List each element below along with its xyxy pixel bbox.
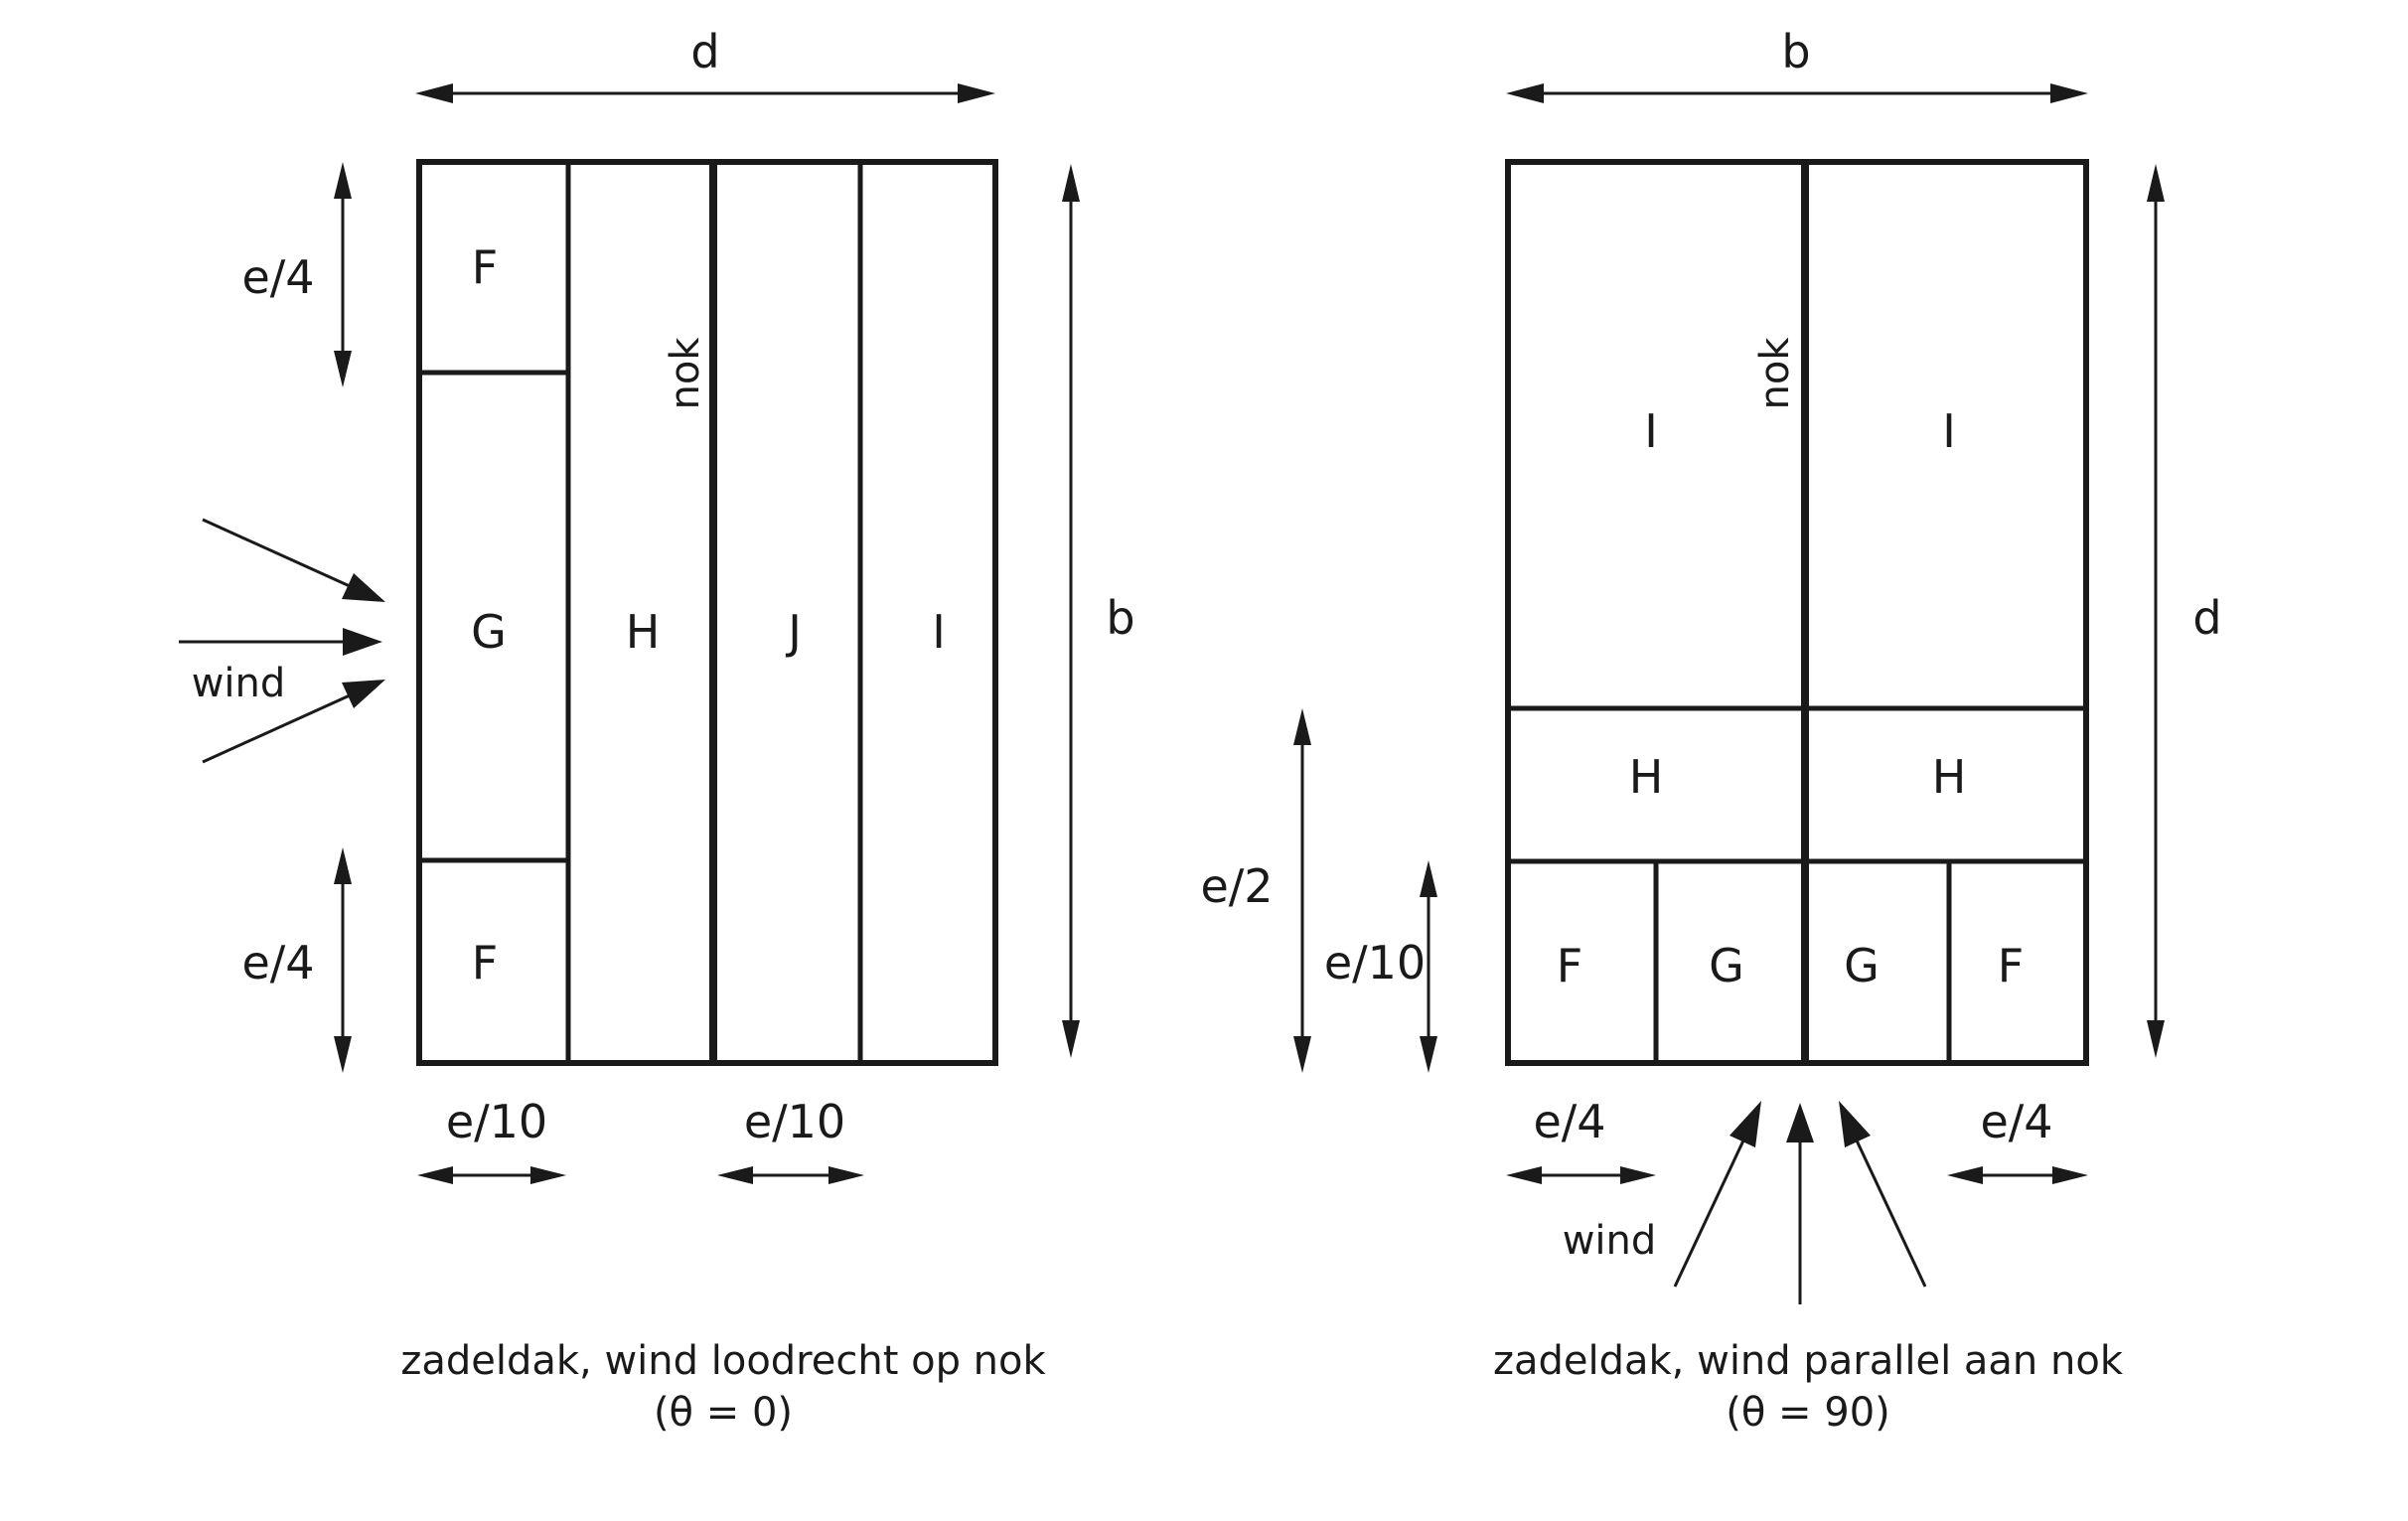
right-dim-e4-right-label: e/4 [1980,1095,2052,1148]
left-caption-line1: zadeldak, wind loodrecht op nok [400,1338,1046,1384]
left-dim-e4-top-label: e/4 [241,250,314,304]
left-zone-j: J [785,605,802,659]
right-zone-g-left: G [1709,939,1744,992]
right-dim-d-label: d [2192,591,2221,645]
right-zone-h-left: H [1629,750,1664,804]
right-dim-e10-label: e/10 [1324,936,1426,989]
right-dim-b-label: b [1781,25,1810,78]
right-dim-e10-arrow [1420,860,1437,1073]
right-zone-i-left: I [1644,404,1658,458]
right-dim-e4-right-arrow [1947,1166,2088,1184]
right-dim-e4-left-label: e/4 [1533,1095,1605,1148]
right-dim-e4-left-arrow [1506,1166,1656,1184]
right-dim-e2-arrow [1293,708,1311,1073]
left-dim-e10-1-arrow [417,1166,566,1184]
left-dim-d-arrow [415,83,995,103]
left-dim-d-label: d [690,25,719,78]
left-diagram: d F G F H J I nok e/4 e/4 [179,25,1135,1436]
left-roof-outline [416,159,998,1066]
left-zone-i: I [932,605,946,659]
right-caption-line2: (θ = 90) [1726,1390,1890,1436]
left-dim-e4-bottom-label: e/4 [241,936,314,989]
left-zone-h: H [626,605,661,659]
right-dim-e2-label: e/2 [1200,859,1273,913]
right-diagram: b I I H H F G G F nok d e/2 [1200,25,2221,1436]
left-zone-f-bottom: F [472,936,498,989]
left-wind-label: wind [192,661,286,706]
left-zone-f-top: F [472,240,498,294]
right-zone-h-right: H [1932,750,1967,804]
right-dim-d-arrow [2147,164,2165,1058]
left-dim-e10-2-label: e/10 [744,1095,845,1148]
left-dim-b-arrow [1062,164,1080,1058]
right-zone-g-right: G [1844,939,1880,992]
right-zone-f-left: F [1557,939,1582,992]
left-zone-g: G [471,605,507,659]
left-caption-line2: (θ = 0) [654,1390,793,1436]
left-ridge-label: nok [663,337,708,410]
right-zone-f-right: F [1998,939,2024,992]
right-dim-b-arrow [1506,83,2088,103]
left-dim-e4-bottom-arrow [334,847,352,1073]
left-dim-b-label: b [1106,591,1134,645]
right-roof-outline [1505,159,2089,1066]
right-ridge-label: nok [1752,337,1798,410]
left-dim-e10-1-label: e/10 [446,1095,547,1148]
right-zone-i-right: I [1942,404,1956,458]
left-wind-arrows [179,518,385,764]
right-caption-line1: zadeldak, wind parallel aan nok [1493,1338,2124,1384]
right-wind-arrows [1673,1101,1927,1304]
left-dim-e10-2-arrow [717,1166,864,1184]
left-dim-e4-top-arrow [334,162,352,387]
right-wind-label: wind [1563,1218,1657,1264]
